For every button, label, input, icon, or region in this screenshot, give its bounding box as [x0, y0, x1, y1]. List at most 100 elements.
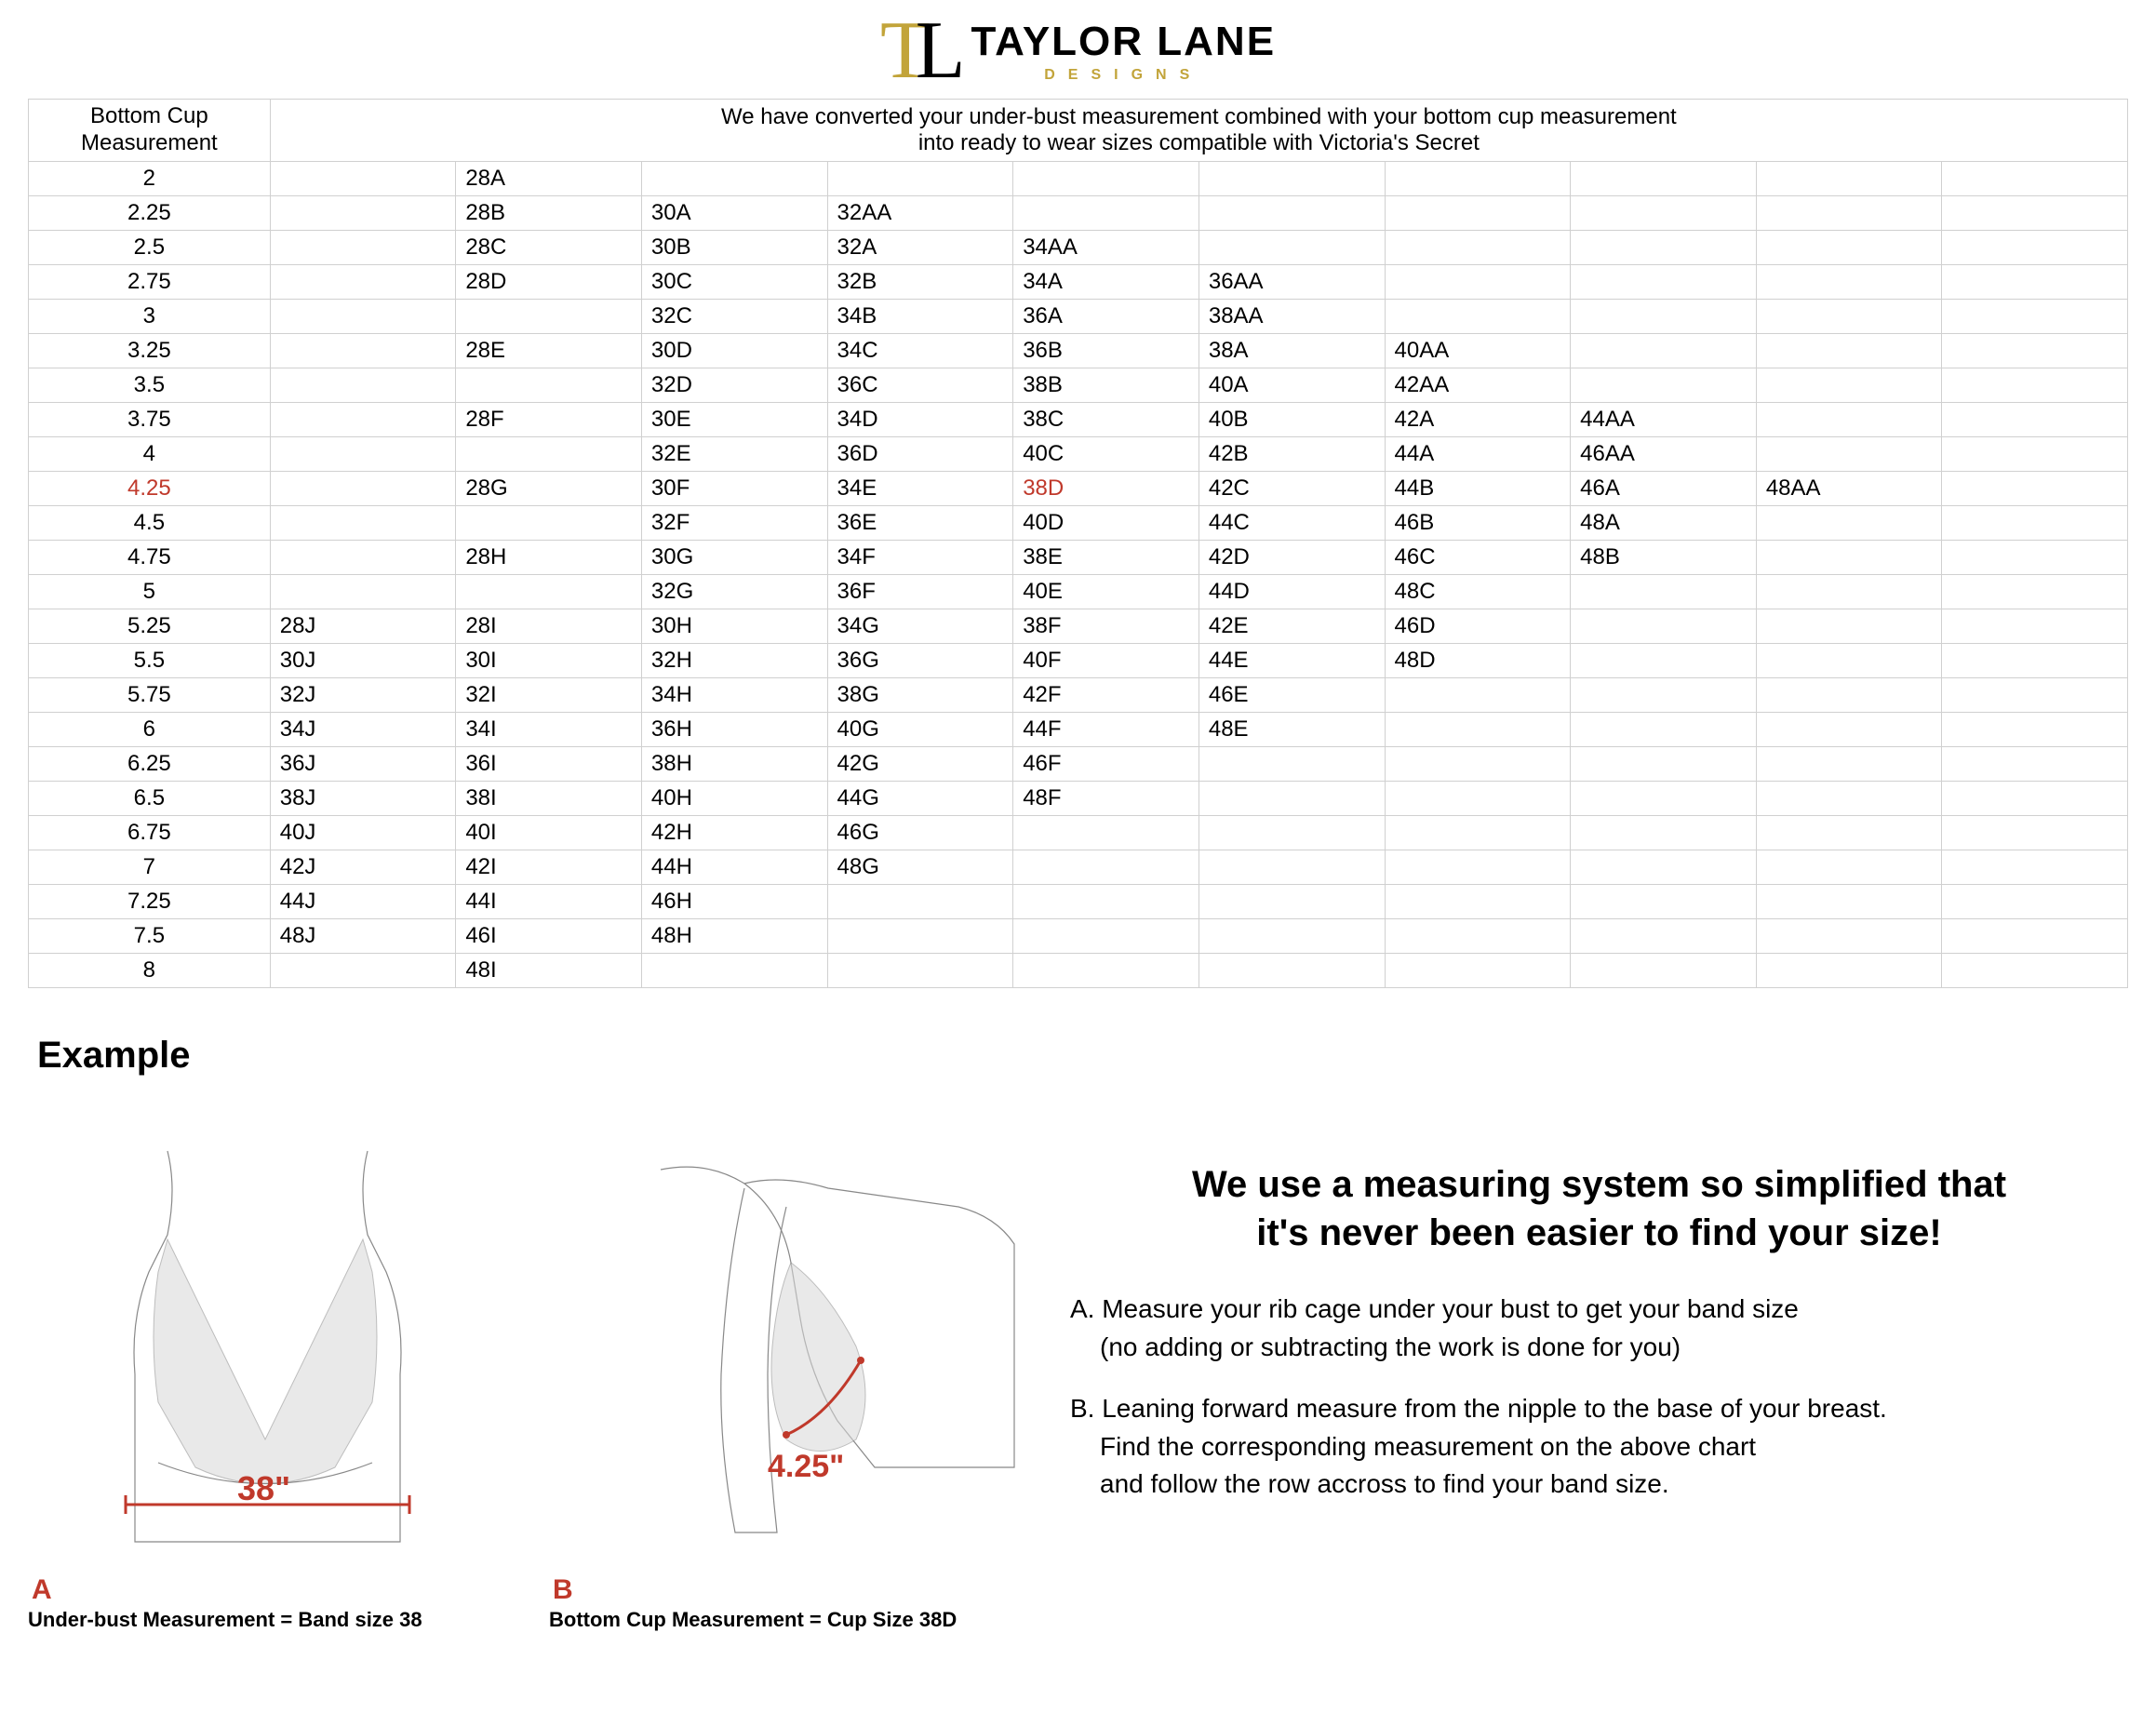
- size-cell: 30G: [641, 540, 827, 574]
- size-cell: [1756, 333, 1942, 368]
- size-cell: [1942, 609, 2128, 643]
- size-cell: [1756, 436, 1942, 471]
- size-cell: [1942, 161, 2128, 195]
- instructions-panel: We use a measuring system so simplified …: [1070, 1132, 2128, 1528]
- size-cell: [270, 161, 456, 195]
- brand-name: TAYLOR LANE: [971, 19, 1276, 65]
- size-cell: [270, 505, 456, 540]
- size-cell: 48B: [1571, 540, 1757, 574]
- table-row: 532G36F40E44D48C: [29, 574, 2128, 609]
- size-cell: [1199, 850, 1385, 884]
- size-cell: 32H: [641, 643, 827, 677]
- size-cell: 28D: [456, 264, 642, 299]
- size-cell: [1942, 505, 2128, 540]
- size-cell: [1942, 402, 2128, 436]
- table-header-description: We have converted your under-bust measur…: [270, 100, 2127, 162]
- size-cell: [1942, 850, 2128, 884]
- size-cell: [456, 505, 642, 540]
- measurement-cell: 5.5: [29, 643, 271, 677]
- size-cell: [1571, 574, 1757, 609]
- size-cell: 28F: [456, 402, 642, 436]
- brand-logo: TL TAYLOR LANE DESIGNS: [28, 19, 2128, 84]
- measurement-cell: 7.25: [29, 884, 271, 918]
- size-cell: 42E: [1199, 609, 1385, 643]
- size-cell: 44G: [827, 781, 1013, 815]
- measurement-cell: 2.75: [29, 264, 271, 299]
- size-cell: [1756, 643, 1942, 677]
- table-row: 848I: [29, 953, 2128, 987]
- size-cell: [1756, 884, 1942, 918]
- size-cell: 36D: [827, 436, 1013, 471]
- size-cell: [1942, 746, 2128, 781]
- size-cell: 42G: [827, 746, 1013, 781]
- table-row: 634J34I36H40G44F48E: [29, 712, 2128, 746]
- measurement-cell: 2.25: [29, 195, 271, 230]
- bottomcup-value: 4.25": [768, 1449, 844, 1484]
- size-cell: 46AA: [1571, 436, 1757, 471]
- table-row: 5.530J30I32H36G40F44E48D: [29, 643, 2128, 677]
- size-cell: 30F: [641, 471, 827, 505]
- size-cell: 40AA: [1385, 333, 1571, 368]
- size-cell: [1756, 677, 1942, 712]
- size-cell: [1942, 264, 2128, 299]
- size-cell: 42H: [641, 815, 827, 850]
- size-cell: [827, 884, 1013, 918]
- size-cell: [270, 471, 456, 505]
- size-cell: [1385, 299, 1571, 333]
- measurement-cell: 2: [29, 161, 271, 195]
- size-cell: [1571, 161, 1757, 195]
- size-conversion-table: Bottom Cup Measurement We have converted…: [28, 99, 2128, 988]
- size-cell: 44H: [641, 850, 827, 884]
- measurement-cell: 3: [29, 299, 271, 333]
- size-cell: [270, 953, 456, 987]
- size-cell: 48I: [456, 953, 642, 987]
- size-cell: [1385, 918, 1571, 953]
- size-cell: 32G: [641, 574, 827, 609]
- size-cell: 40A: [1199, 368, 1385, 402]
- size-cell: [270, 368, 456, 402]
- size-cell: [1571, 953, 1757, 987]
- size-cell: [1756, 574, 1942, 609]
- size-cell: 36G: [827, 643, 1013, 677]
- size-cell: [1942, 368, 2128, 402]
- size-cell: [1942, 781, 2128, 815]
- size-cell: [1756, 850, 1942, 884]
- size-cell: [270, 402, 456, 436]
- size-cell: [456, 574, 642, 609]
- size-cell: [1013, 918, 1199, 953]
- table-row: 4.2528G30F34E38D42C44B46A48AA: [29, 471, 2128, 505]
- size-cell: [1756, 195, 1942, 230]
- size-cell: 36AA: [1199, 264, 1385, 299]
- size-cell: [1571, 609, 1757, 643]
- size-cell: 34I: [456, 712, 642, 746]
- size-cell: 38B: [1013, 368, 1199, 402]
- size-cell: 36H: [641, 712, 827, 746]
- size-cell: [270, 195, 456, 230]
- table-row: 2.2528B30A32AA: [29, 195, 2128, 230]
- size-cell: 28C: [456, 230, 642, 264]
- size-cell: 46H: [641, 884, 827, 918]
- diagram-bottomcup: 4.25" B Bottom Cup Measurement = Cup Siz…: [549, 1132, 1033, 1632]
- size-cell: 48A: [1571, 505, 1757, 540]
- size-cell: [1942, 884, 2128, 918]
- size-cell: 36J: [270, 746, 456, 781]
- diagram-b-caption: Bottom Cup Measurement = Cup Size 38D: [549, 1608, 1033, 1632]
- size-cell: [1385, 746, 1571, 781]
- size-cell: 40I: [456, 815, 642, 850]
- diagram-a-caption: Under-bust Measurement = Band size 38: [28, 1608, 512, 1632]
- size-cell: 44E: [1199, 643, 1385, 677]
- size-cell: [1942, 230, 2128, 264]
- size-cell: 40C: [1013, 436, 1199, 471]
- measurement-cell: 2.5: [29, 230, 271, 264]
- size-cell: 42D: [1199, 540, 1385, 574]
- instruction-step-a: A. Measure your rib cage under your bust…: [1070, 1291, 2128, 1366]
- size-cell: 44J: [270, 884, 456, 918]
- size-cell: [1756, 918, 1942, 953]
- size-cell: [1756, 161, 1942, 195]
- size-cell: 28A: [456, 161, 642, 195]
- size-cell: [1756, 746, 1942, 781]
- size-cell: 42I: [456, 850, 642, 884]
- size-cell: [1199, 884, 1385, 918]
- size-cell: 38A: [1199, 333, 1385, 368]
- measurement-cell: 6.25: [29, 746, 271, 781]
